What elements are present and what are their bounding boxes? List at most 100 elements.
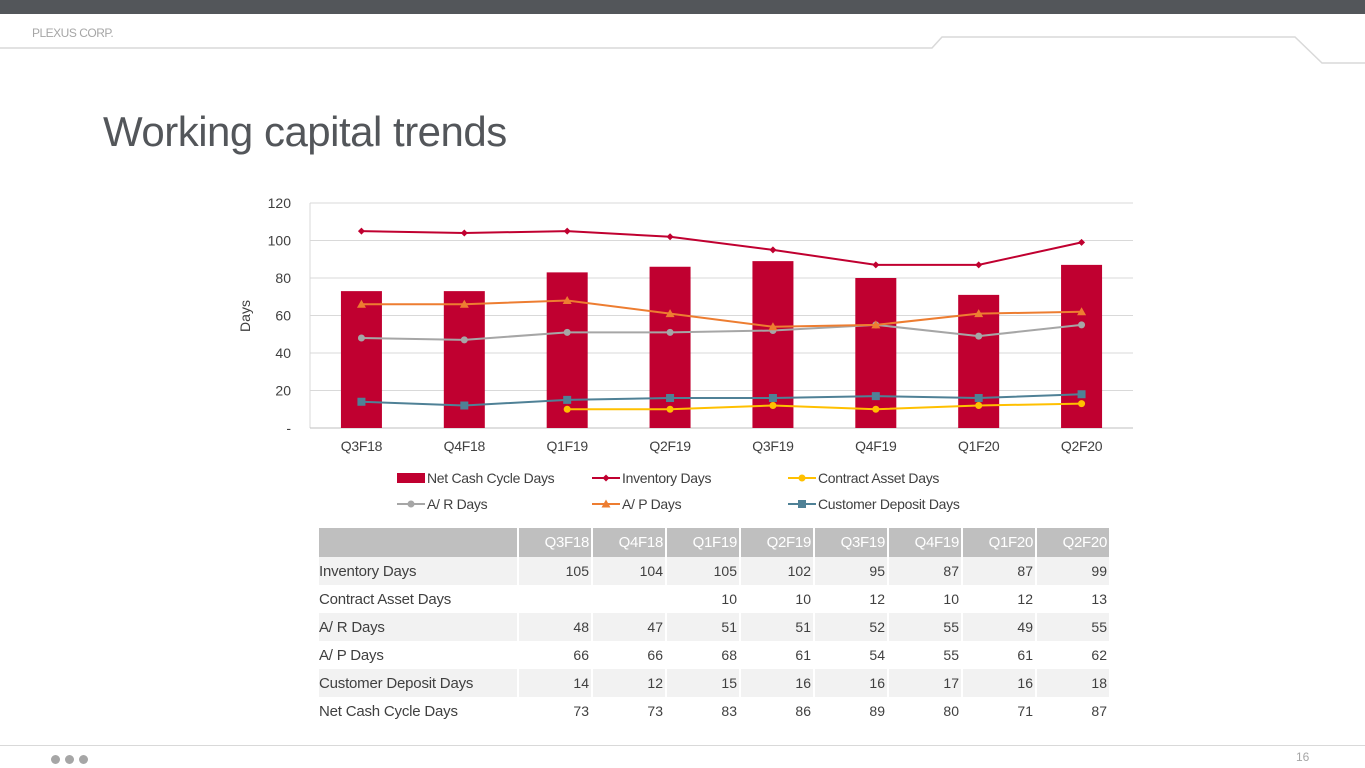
legend-item: Inventory Days [592, 470, 712, 486]
x-tick-label: Q2F19 [649, 438, 691, 454]
data-point [1077, 390, 1086, 399]
series-line [563, 400, 1086, 413]
table-cell: 105 [667, 557, 739, 585]
table-cell: 104 [593, 557, 665, 585]
table-cell: 13 [1037, 585, 1109, 613]
y-tick-label: 80 [275, 270, 291, 286]
data-table: Q3F18 Q4F18 Q1F19 Q2F19 Q3F19 Q4F19 Q1F2… [317, 528, 1111, 725]
data-point [974, 309, 984, 318]
table-header-cell: Q4F19 [889, 528, 961, 557]
table-cell: 18 [1037, 669, 1109, 697]
table-cell: 10 [889, 585, 961, 613]
table-cell: 87 [889, 557, 961, 585]
line-path [361, 299, 1082, 328]
footer-dot [79, 755, 88, 764]
table-header-cell: Q2F19 [741, 528, 813, 557]
table-cell: 47 [593, 613, 665, 641]
table-row: Net Cash Cycle Days 73 73 83 86 89 80 71 87 [319, 697, 1109, 725]
table-cell: 12 [963, 585, 1035, 613]
table-row: Inventory Days 105 104 105 102 95 87 87 99 [319, 557, 1109, 585]
table-cell: 66 [519, 641, 591, 669]
table-cell: 10 [741, 585, 813, 613]
table-cell: 48 [519, 613, 591, 641]
bar [546, 272, 588, 428]
x-tick-label: Q3F18 [341, 438, 383, 454]
data-point [563, 405, 571, 413]
data-point [769, 246, 777, 254]
x-tick-label: Q4F18 [444, 438, 486, 454]
table-cell: 87 [1037, 697, 1109, 725]
table-cell: 62 [1037, 641, 1109, 669]
data-point [563, 328, 571, 336]
legend-label: A/ P Days [622, 496, 682, 512]
x-tick-label: Q2F20 [1061, 438, 1103, 454]
line-path [361, 323, 1082, 341]
data-point [460, 336, 468, 344]
table-cell: 55 [889, 641, 961, 669]
table-cell: 17 [889, 669, 961, 697]
chart-legend: Net Cash Cycle Days Inventory Days Contrac… [397, 470, 960, 512]
footer-dot [65, 755, 74, 764]
line-path [361, 393, 1082, 407]
slide-title: Working capital trends [103, 108, 507, 155]
footer-line [0, 745, 1365, 746]
x-tick-label: Q4F19 [855, 438, 897, 454]
table-row-label: A/ R Days [319, 613, 517, 641]
table-cell: 61 [963, 641, 1035, 669]
table-cell: 73 [519, 697, 591, 725]
table-cell: 99 [1037, 557, 1109, 585]
x-tick-label: Q1F20 [958, 438, 1000, 454]
chart-gridlines [309, 202, 1133, 429]
series-line [356, 296, 1087, 331]
table-row: A/ P Days 66 66 68 61 54 55 61 62 [319, 641, 1109, 669]
table-header-blank [319, 528, 517, 557]
legend-marker [602, 474, 610, 482]
data-point [974, 394, 983, 402]
table-cell: 83 [667, 697, 739, 725]
data-point [460, 229, 468, 237]
line-path [361, 230, 1082, 266]
table-cell: 16 [963, 669, 1035, 697]
table-cell: 49 [963, 613, 1035, 641]
table-row-label: Inventory Days [319, 557, 517, 585]
table-cell: 68 [667, 641, 739, 669]
y-tick-label: 40 [275, 345, 291, 361]
table-row-label: Contract Asset Days [319, 585, 517, 613]
table-cell: 95 [815, 557, 887, 585]
page-number: 16 [1296, 750, 1310, 764]
table-cell: 80 [889, 697, 961, 725]
data-point [357, 334, 365, 342]
line-path [567, 402, 1082, 411]
table-cell: 51 [667, 613, 739, 641]
table-cell: 102 [741, 557, 813, 585]
data-point [1078, 321, 1086, 329]
table-row: A/ R Days 48 47 51 51 52 55 49 55 [319, 613, 1109, 641]
data-point [666, 233, 674, 241]
table-cell: 12 [815, 585, 887, 613]
y-tick-label: 100 [268, 233, 292, 249]
legend-label: Contract Asset Days [818, 470, 939, 486]
header-line [0, 36, 1365, 64]
x-tick-label: Q3F19 [752, 438, 794, 454]
data-point [975, 402, 983, 409]
table-cell: 54 [815, 641, 887, 669]
table-row-label: A/ P Days [319, 641, 517, 669]
table-header-cell: Q1F19 [667, 528, 739, 557]
company-name: PLEXUS CORP. [32, 26, 114, 40]
footer-dot [51, 755, 60, 764]
table-cell: 15 [667, 669, 739, 697]
y-tick-label: 120 [268, 195, 292, 211]
legend-label: Inventory Days [622, 470, 711, 486]
table-cell [519, 585, 591, 613]
data-point [871, 320, 881, 329]
table-cell: 14 [519, 669, 591, 697]
data-point [665, 309, 675, 318]
legend-item: Net Cash Cycle Days [397, 470, 555, 486]
y-axis-ticks: 120 100 80 60 40 20 - [268, 195, 292, 436]
bar [855, 278, 897, 428]
bar [649, 266, 691, 428]
working-capital-chart: 120 100 80 60 40 20 - Days Q3F18 Q4F18 Q1F19 Q2F1… [237, 195, 1133, 512]
table-header-row: Q3F18 Q4F18 Q1F19 Q2F19 Q3F19 Q4F19 Q1F2… [319, 528, 1109, 557]
y-tick-label: 20 [275, 383, 291, 399]
table-cell: 61 [741, 641, 813, 669]
